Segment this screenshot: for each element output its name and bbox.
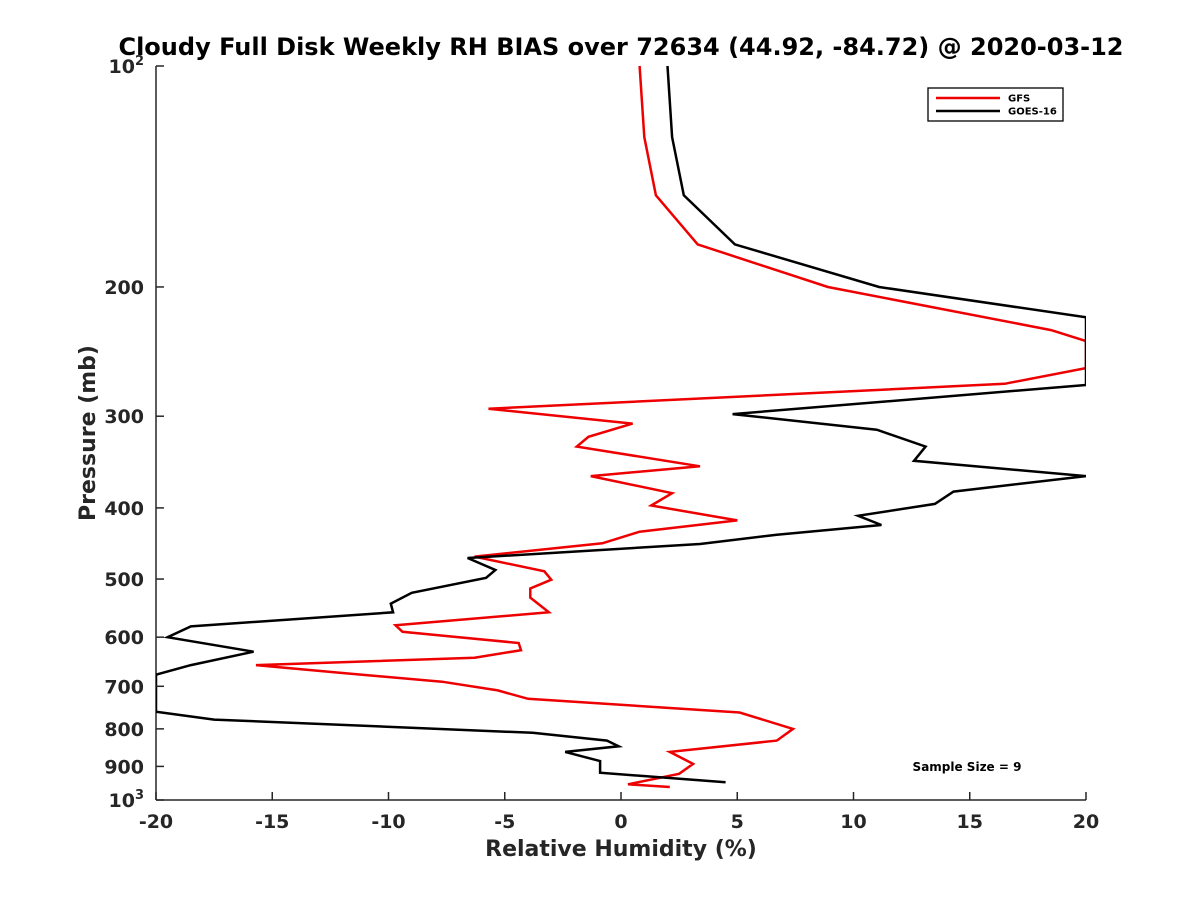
legend-box	[927, 87, 1064, 122]
x-tick-label: 15	[957, 811, 983, 833]
y-tick-label: 300	[104, 406, 144, 428]
x-tick-label: -15	[255, 811, 289, 833]
legend-label: GOES-16	[1008, 107, 1057, 118]
y-tick-label: 103	[109, 788, 145, 812]
sample-size-annotation: Sample Size = 9	[913, 760, 1022, 774]
y-axis-label: Pressure (mb)	[76, 345, 101, 521]
x-tick-label: -5	[494, 811, 515, 833]
series-line-gfs	[255, 65, 1086, 789]
y-tick-label: 700	[104, 676, 144, 698]
x-tick-label: 20	[1073, 811, 1099, 833]
y-axis-ticks: 102 200 300 400 500 600 700 800 900 103	[104, 54, 164, 812]
y-tick-label: 102	[109, 54, 145, 78]
y-tick-label: 400	[104, 498, 144, 520]
legend: GFS GOES-16	[927, 87, 1064, 122]
x-tick-label: -10	[371, 811, 405, 833]
y-tick-label: 500	[104, 569, 144, 591]
chart-title: Cloudy Full Disk Weekly RH BIAS over 726…	[118, 33, 1123, 61]
x-axis-label: Relative Humidity (%)	[485, 837, 757, 862]
y-tick-label: 800	[104, 719, 144, 741]
x-tick-label: 10	[840, 811, 866, 833]
y-tick-label: 600	[104, 627, 144, 649]
x-tick-label: 5	[731, 811, 744, 833]
series-line-goes-16	[156, 65, 1086, 784]
plot-frame	[155, 66, 1086, 801]
series-layer	[156, 65, 1086, 789]
legend-label: GFS	[1008, 94, 1030, 105]
x-axis-ticks: -20 -15 -10 -5 0 5 10 15 20	[139, 792, 1099, 833]
y-tick-label: 900	[104, 756, 144, 778]
x-tick-label: 0	[614, 811, 627, 833]
y-tick-label: 200	[104, 277, 144, 299]
x-tick-label: -20	[139, 811, 173, 833]
